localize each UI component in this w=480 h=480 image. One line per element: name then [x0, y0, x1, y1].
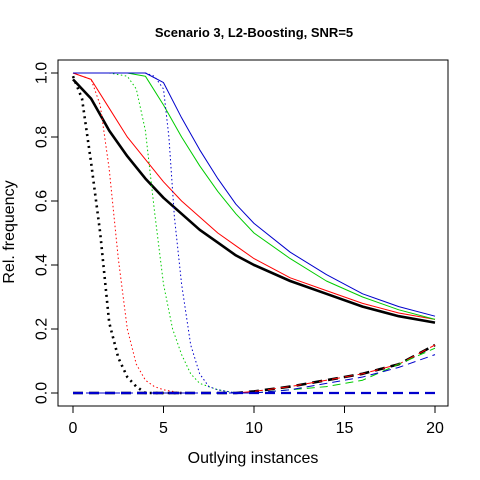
y-tick-label: 0.0	[34, 382, 51, 404]
series-line-1	[72, 78, 436, 324]
y-tick-label: 0.8	[34, 126, 51, 148]
x-axis-label: Outlying instances	[188, 450, 319, 467]
x-tick-label: 15	[336, 420, 354, 437]
y-tick-label: 0.4	[34, 254, 51, 276]
x-tick-label: 10	[245, 420, 263, 437]
series-line-12	[73, 354, 436, 394]
y-axis-label: Rel. frequency	[1, 180, 18, 283]
series-layer	[71, 72, 436, 395]
series-line-6	[72, 72, 182, 394]
series-line-10	[73, 344, 436, 394]
series-line-4	[73, 72, 436, 317]
series-line-8	[73, 72, 236, 394]
series-line-11	[73, 347, 436, 394]
x-axis: 0 5 10 15 20	[69, 405, 444, 437]
y-tick-label: 1.0	[34, 62, 51, 84]
series-line-3	[73, 72, 436, 320]
y-axis: 0.0 0.2 0.4 0.6 0.8 1.0	[34, 62, 59, 404]
series-line-5	[71, 75, 182, 395]
series-line-2	[72, 72, 436, 320]
series-line-9	[73, 343, 436, 395]
x-tick-label: 5	[159, 420, 168, 437]
x-tick-label: 20	[426, 420, 444, 437]
chart-title: Scenario 3, L2-Boosting, SNR=5	[155, 25, 353, 40]
x-tick-label: 0	[69, 420, 78, 437]
y-tick-label: 0.2	[34, 318, 51, 340]
series-line-7	[73, 72, 236, 394]
y-tick-label: 0.6	[34, 190, 51, 212]
